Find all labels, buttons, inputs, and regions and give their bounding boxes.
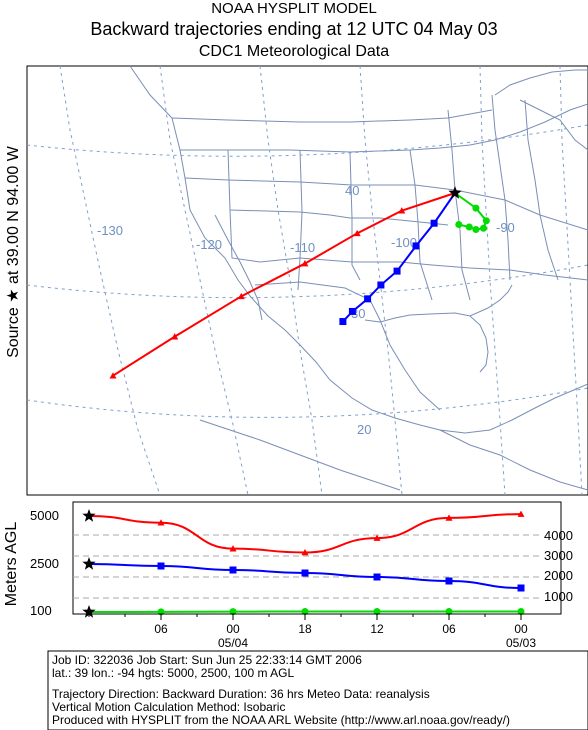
right-height-tick: 4000 — [544, 528, 573, 543]
map-frame — [26, 65, 588, 496]
latitude-label: 20 — [357, 422, 371, 437]
graticule — [26, 65, 588, 496]
square-marker — [339, 318, 347, 326]
square-marker — [445, 577, 453, 585]
square-marker — [377, 281, 385, 289]
square-marker — [373, 573, 381, 581]
circle-marker — [517, 608, 525, 615]
right-height-tick: 1000 — [544, 589, 573, 604]
date-label: 05/04 — [218, 636, 248, 650]
circle-marker — [229, 608, 237, 616]
circle-marker — [480, 224, 487, 232]
longitude-label: -90 — [496, 220, 515, 235]
source-star-icon — [82, 605, 96, 618]
source-star-icon — [448, 186, 462, 199]
latitude-label: 40 — [345, 183, 359, 198]
square-marker — [430, 219, 438, 227]
time-tick-label: 06 — [154, 622, 168, 636]
map-layer — [26, 65, 588, 496]
basemap-outlines — [129, 65, 588, 491]
circle-marker — [301, 608, 309, 615]
footer-frame — [47, 650, 588, 730]
square-marker — [517, 584, 525, 592]
source-star-icon — [82, 557, 96, 570]
time-tick-label: 06 — [442, 622, 456, 636]
time-tick-label: 18 — [298, 622, 312, 636]
circle-marker — [373, 608, 381, 615]
circle-marker — [445, 608, 453, 615]
longitude-label: -130 — [97, 223, 123, 238]
footer-source-line: lat.: 39 lon.: -94 hgts: 5000, 2500, 100… — [52, 666, 295, 680]
footer-job-line: Job ID: 322036 Job Start: Sun Jun 25 22:… — [52, 653, 362, 667]
circle-marker — [455, 221, 463, 228]
triangle-marker — [171, 333, 179, 340]
right-height-tick: 3000 — [544, 548, 573, 563]
triangle-marker — [157, 519, 165, 526]
longitude-label: -110 — [290, 240, 315, 255]
time-tick-label: 00 — [226, 622, 240, 636]
triangle-marker — [301, 548, 309, 556]
time-tick-label: 12 — [370, 622, 384, 636]
longitude-label: -100 — [391, 235, 417, 250]
chart-title: Backward trajectories ending at 12 UTC 0… — [90, 19, 498, 39]
footer-produced-line: Produced with HYSPLIT from the NOAA ARL … — [52, 713, 510, 727]
square-marker — [348, 307, 356, 315]
triangle-marker — [229, 545, 237, 552]
longitude-label: -120 — [196, 237, 222, 252]
chart-subtitle: CDC1 Meteorological Data — [198, 43, 390, 60]
circle-marker — [472, 204, 480, 212]
triangle-marker — [517, 510, 525, 517]
circle-marker — [472, 226, 480, 234]
height-line-5000 — [88, 513, 522, 554]
triangle-marker — [373, 534, 381, 541]
height-gridlines — [73, 534, 540, 599]
source-star-icon — [82, 509, 96, 522]
triangle-marker — [445, 514, 453, 521]
triangle-marker — [237, 292, 245, 300]
square-marker — [393, 267, 401, 275]
square-marker — [229, 566, 237, 574]
square-marker — [412, 242, 420, 250]
model-title: NOAA HYSPLIT MODEL — [211, 0, 377, 17]
triangle-marker — [109, 372, 117, 379]
triangle-marker — [301, 260, 309, 267]
left-height-tick: 2500 — [30, 556, 59, 571]
left-height-tick: 5000 — [30, 508, 59, 523]
square-marker — [364, 295, 372, 303]
square-marker — [301, 569, 309, 577]
circle-marker — [465, 223, 473, 231]
height-panel-frame — [72, 501, 562, 615]
triangle-marker — [398, 207, 406, 214]
footer-vertical-line: Vertical Motion Calculation Method: Isob… — [52, 700, 286, 714]
right-height-tick: 2000 — [544, 568, 573, 583]
square-marker — [157, 562, 165, 570]
triangle-marker — [353, 229, 361, 237]
footer-direction-line: Trajectory Direction: Backward Duration:… — [52, 687, 430, 701]
time-tick-label: 00 — [514, 622, 528, 636]
circle-marker — [482, 217, 490, 225]
left-height-tick: 100 — [30, 603, 52, 618]
date-label: 05/03 — [506, 636, 536, 650]
